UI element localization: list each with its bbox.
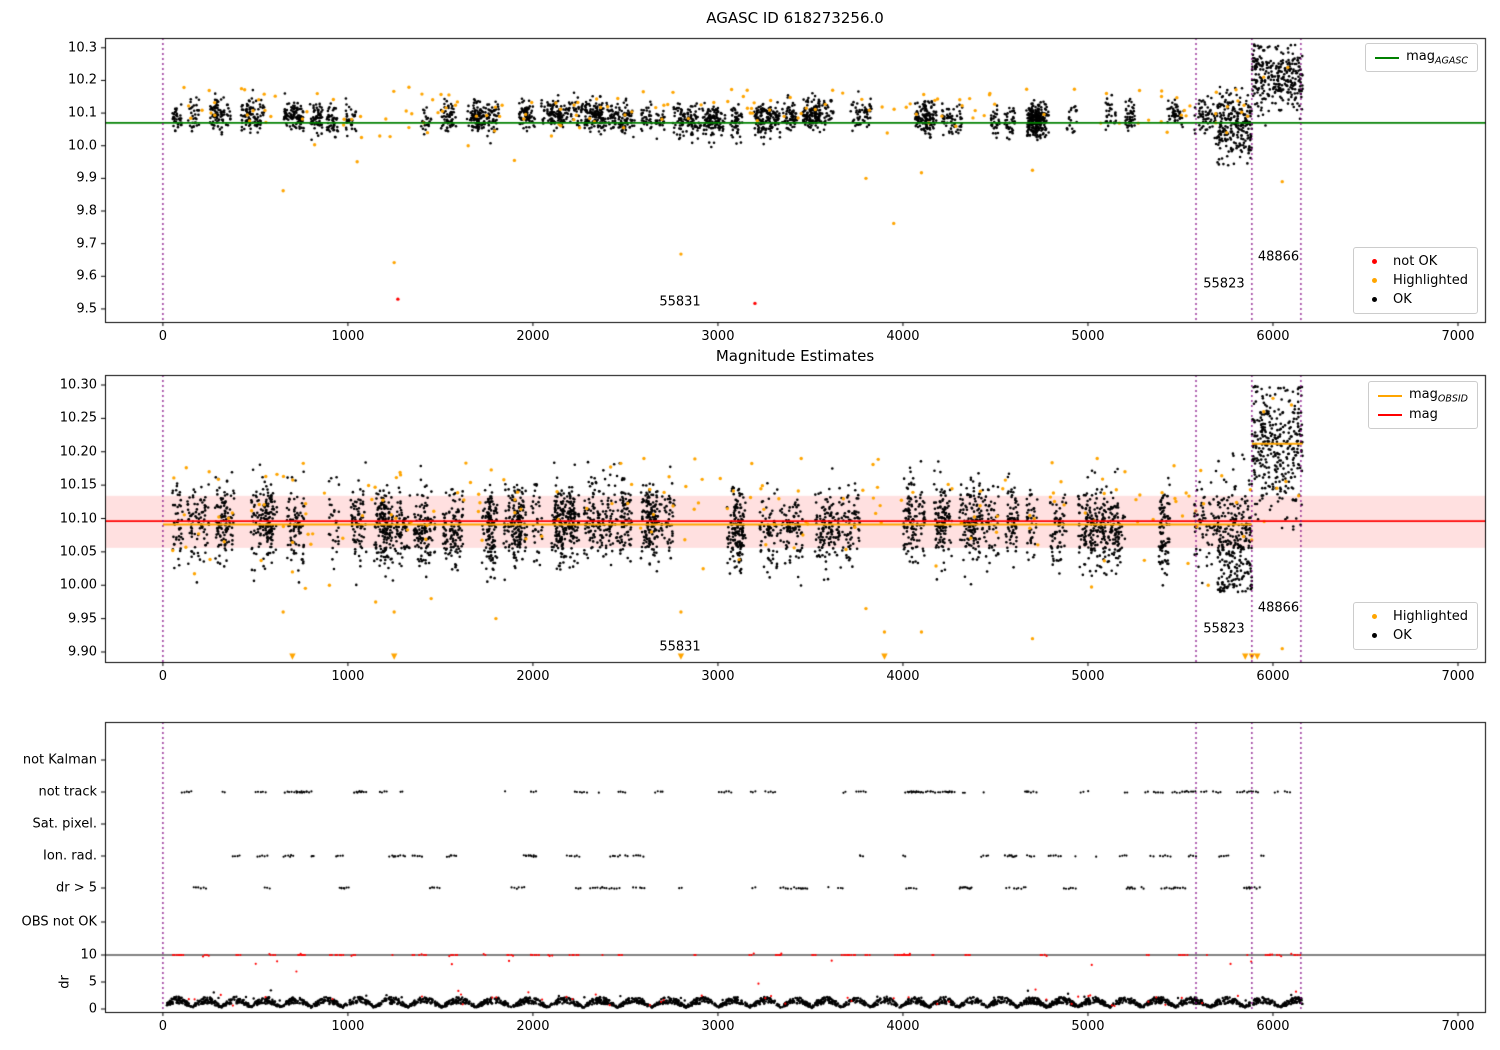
legend-entry-mag-agasc: magAGASC — [1375, 48, 1468, 67]
legend-label: Highlighted — [1393, 609, 1468, 624]
legend-label: magOBSID — [1409, 387, 1468, 405]
legend-label: magAGASC — [1406, 49, 1468, 67]
panel2-title: Magnitude Estimates — [715, 347, 875, 365]
legend-label-text: mag — [1408, 386, 1438, 402]
legend-label: not OK — [1393, 254, 1438, 269]
mag-line-swatch — [1377, 413, 1402, 416]
highlighted-dot-swatch — [1372, 278, 1378, 283]
legend-label: OK — [1393, 628, 1412, 643]
highlighted-dot-swatch — [1372, 614, 1378, 619]
ok-dot-swatch — [1372, 297, 1378, 302]
legend-label: OK — [1393, 292, 1412, 307]
legend-entry-mag-obsid: magOBSID — [1377, 386, 1468, 405]
panel1-line-legend: magAGASC — [1365, 43, 1478, 72]
legend-entry-mag: mag — [1377, 405, 1468, 424]
legend-label: mag — [1408, 407, 1438, 422]
legend-entry-ok: OK — [1363, 290, 1468, 309]
panel1-title: AGASC ID 618273256.0 — [706, 9, 884, 27]
not-ok-dot-swatch — [1372, 259, 1378, 264]
legend-label-sub: OBSID — [1437, 393, 1468, 405]
legend-entry-not-ok: not OK — [1363, 252, 1468, 271]
panel2-marker-legend: Highlighted OK — [1353, 602, 1478, 650]
ok-dot-swatch — [1372, 633, 1378, 638]
panel2-line-legend: magOBSID mag — [1367, 381, 1478, 429]
legend-label-sub: AGASC — [1434, 55, 1468, 67]
panel1-marker-legend: not OK Highlighted OK — [1353, 247, 1478, 314]
legend-label: Highlighted — [1393, 273, 1468, 288]
mag-obsid-line-swatch — [1377, 394, 1402, 397]
mag-agasc-line-swatch — [1375, 56, 1400, 59]
legend-entry-highlighted: Highlighted — [1363, 271, 1468, 290]
legend-entry-ok: OK — [1363, 626, 1468, 645]
legend-label-text: mag — [1406, 48, 1435, 64]
legend-entry-highlighted: Highlighted — [1363, 607, 1468, 626]
